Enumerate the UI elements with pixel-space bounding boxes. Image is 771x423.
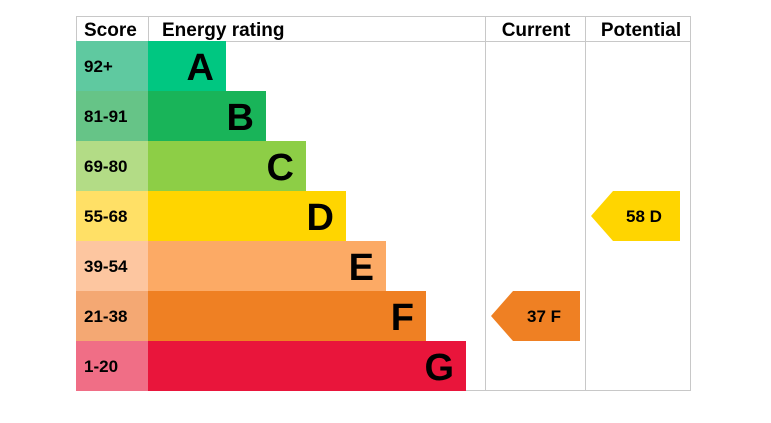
score-label: 55-68 xyxy=(84,207,127,226)
score-label: 81-91 xyxy=(84,107,127,126)
rating-bar xyxy=(148,41,226,91)
score-cell xyxy=(76,41,148,91)
score-cell xyxy=(76,241,148,291)
score-label: 92+ xyxy=(84,57,113,76)
rating-letter: A xyxy=(187,47,214,89)
rating-letter: C xyxy=(267,147,294,189)
rating-bar xyxy=(148,141,306,191)
band-g: 1-20 G xyxy=(76,341,466,391)
rating-bar xyxy=(148,191,346,241)
band-a: 92+ A xyxy=(76,41,226,91)
score-label: 1-20 xyxy=(84,357,118,376)
score-cell xyxy=(76,191,148,241)
band-b: 81-91 B xyxy=(76,91,266,141)
score-cell xyxy=(76,141,148,191)
rating-letter: G xyxy=(424,347,454,389)
rating-letter: F xyxy=(391,297,414,339)
band-d: 55-68 D xyxy=(76,191,346,241)
rating-bar xyxy=(148,341,466,391)
current-rating-arrow: 37 F xyxy=(491,291,580,341)
current-rating-arrow-label: 37 F xyxy=(527,307,561,326)
potential-rating-arrow-label: 58 D xyxy=(626,207,662,226)
score-label: 69-80 xyxy=(84,157,127,176)
score-cell xyxy=(76,341,148,391)
header-energy-rating: Energy rating xyxy=(162,20,284,41)
header-potential: Potential xyxy=(601,20,681,41)
current-rating-arrow-shape xyxy=(491,291,580,341)
header-current: Current xyxy=(502,20,571,41)
band-e: 39-54 E xyxy=(76,241,386,291)
potential-rating-arrow-shape xyxy=(591,191,680,241)
rating-bar xyxy=(148,241,386,291)
rating-letter: E xyxy=(349,247,374,289)
rating-bar xyxy=(148,91,266,141)
score-cell xyxy=(76,91,148,141)
rating-bands: 92+ A 81-91 B 69-80 C 55-68 D 39-54 E 21-38 F 1-20 G xyxy=(76,41,466,391)
rating-letter: B xyxy=(227,97,254,139)
rating-bar xyxy=(148,291,426,341)
score-cell xyxy=(76,291,148,341)
score-label: 39-54 xyxy=(84,257,128,276)
rating-letter: D xyxy=(307,197,334,239)
band-c: 69-80 C xyxy=(76,141,306,191)
rating-arrows: 37 F 58 D xyxy=(491,191,680,341)
potential-rating-arrow: 58 D xyxy=(591,191,680,241)
header-score: Score xyxy=(84,20,137,41)
score-label: 21-38 xyxy=(84,307,127,326)
band-f: 21-38 F xyxy=(76,291,426,341)
